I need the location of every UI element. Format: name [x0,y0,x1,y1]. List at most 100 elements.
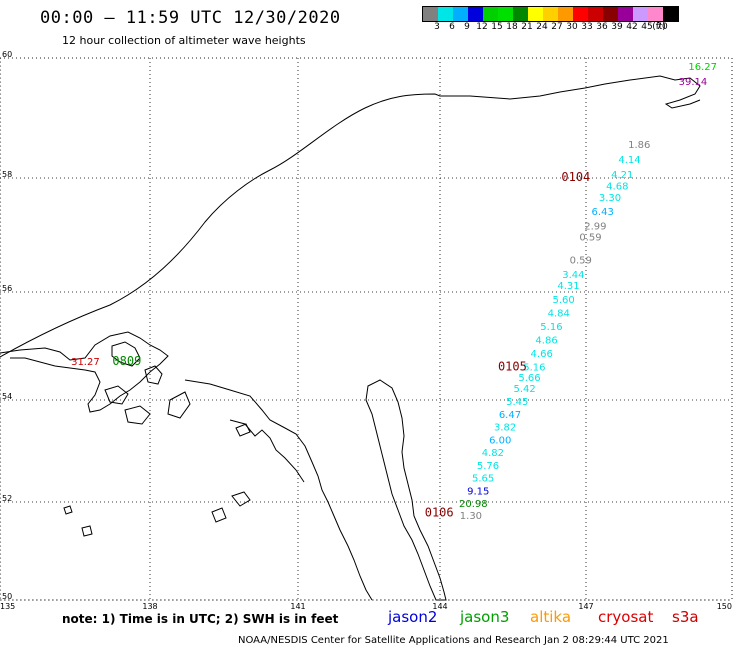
small-island-5 [63,505,73,515]
colorbar-swatch [468,7,483,21]
satellite-name: cryosat [598,608,654,626]
track-time-labels: 0104 0105 0106 0809 [112,170,590,520]
small-island-4 [81,525,93,537]
shantar-island-5 [124,405,151,425]
wave-height-value: 4.82 [482,448,504,459]
pass-time-label: 0106 [425,506,454,520]
coastline-west [0,331,169,413]
colorbar-label: 45 [641,22,653,32]
lon-tick-label: 144 [432,602,447,611]
pass-time-label: 0809 [112,354,141,368]
colorbar-label: 24 [536,22,548,32]
pass-time-label: 0105 [498,359,527,373]
wave-height-value: 5.66 [518,373,540,384]
wave-height-value: 5.16 [523,362,545,373]
colorbar-swatch [573,7,588,21]
coastline-mainland [184,379,373,601]
map-title: 00:00 — 11:59 UTC 12/30/2020 [40,8,341,28]
colorbar-label: 9 [464,22,470,32]
footer-note: note: 1) Time is in UTC; 2) SWH is in fe… [62,612,339,626]
wave-height-value: 4.86 [535,335,557,346]
small-island-3 [211,507,227,523]
lon-tick-label: 150 [717,602,732,611]
colorbar-swatch [438,7,453,21]
satellite-name: altika [530,608,572,626]
lat-tick-label: 50 [2,592,12,601]
wave-height-value: 1.86 [628,140,650,151]
wave-height-colorbar [422,6,679,22]
colorbar-label: 39 [611,22,623,32]
colorbar-label: 12 [476,22,488,32]
colorbar-swatch [483,7,498,21]
lat-tick-label: 54 [2,392,12,401]
colorbar-swatch [528,7,543,21]
wave-height-value: 3.44 [562,270,584,281]
small-island-2 [231,491,251,507]
wave-height-value: 3.30 [599,193,621,204]
colorbar-labels: 3 6 9 12 15 18 21 24 27 30 33 36 39 42 45 70 (ft) [422,22,740,34]
wave-height-value: 4.84 [548,308,570,319]
pass-time-label: 0104 [561,170,590,184]
shantar-island-4 [167,391,191,419]
wave-height-value: 4.14 [618,155,640,166]
colorbar-swatch [558,7,573,21]
wave-height-value: 0.59 [570,256,592,267]
colorbar-swatch [513,7,528,21]
wave-height-value: 5.76 [477,461,499,472]
coastline-north [0,75,701,358]
colorbar-swatch [633,7,648,21]
small-island-1 [235,423,251,437]
colorbar-swatch [648,7,663,21]
wave-height-value: 4.21 [611,170,633,181]
colorbar-swatch [588,7,603,21]
colorbar-label: 36 [596,22,608,32]
wave-height-value: 9.15 [467,486,489,497]
colorbar-label: 6 [449,22,455,32]
satellite-name: jason3 [460,608,510,626]
wave-height-value: 2.99 [584,221,606,232]
colorbar-label: 3 [434,22,440,32]
colorbar-label: 15 [491,22,503,32]
colorbar-label: 70 [656,22,668,32]
graticule [0,57,733,601]
colorbar-swatch [663,7,678,21]
colorbar-label: 21 [521,22,533,32]
wave-height-value: 5.42 [513,384,535,395]
colorbar-label: 42 [626,22,638,32]
wave-height-value: 5.45 [506,397,528,408]
shantar-island-2 [144,365,163,385]
wave-height-value: 4.66 [531,349,553,360]
colorbar-label: 33 [581,22,593,32]
coastline-amur-bay [229,419,305,483]
lon-tick-label: 141 [290,602,305,611]
wave-height-value: 4.31 [557,281,579,292]
wave-height-value: 31.27 [71,357,100,368]
map-frame [0,57,733,601]
colorbar-swatch [543,7,558,21]
lon-tick-label: 138 [142,602,157,611]
satellite-name: jason2 [388,608,438,626]
shantar-island-1 [111,341,141,367]
wave-height-value: 4.68 [606,181,628,192]
lat-tick-label: 60 [2,50,12,59]
colorbar-swatch [618,7,633,21]
colorbar-label: 27 [551,22,563,32]
satellite-name: s3a [672,608,699,626]
colorbar-label: 18 [506,22,518,32]
wave-height-value: 16.27 [688,62,717,73]
colorbar-swatch [453,7,468,21]
lon-tick-label: 147 [578,602,593,611]
lat-tick-label: 56 [2,284,12,293]
wave-height-value: 6.47 [499,410,521,421]
footer-credit: NOAA/NESDIS Center for Satellite Applica… [238,635,669,646]
colorbar-unit: (ft) [652,22,666,32]
wave-height-value: 1.30 [460,511,482,522]
lat-tick-label: 52 [2,494,12,503]
shantar-island-3 [104,385,129,405]
wave-height-value: 5.65 [472,474,494,485]
colorbar-swatch [423,7,438,21]
wave-height-value: 39.14 [679,77,708,88]
wave-height-value: 3.82 [494,423,516,434]
